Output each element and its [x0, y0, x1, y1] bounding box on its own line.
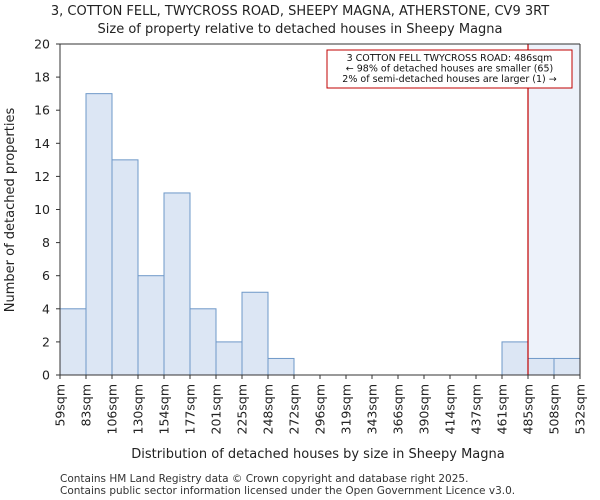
histogram-bar [553, 357, 581, 376]
histogram-bar [85, 93, 113, 376]
histogram-bar [111, 159, 139, 376]
x-tick-label: 485sqm [521, 384, 536, 434]
x-tick-label: 508sqm [547, 384, 562, 434]
x-tick-label: 201sqm [209, 384, 224, 434]
y-tick-label: 4 [42, 301, 50, 316]
x-tick-label: 59sqm [53, 384, 68, 427]
x-tick-label: 130sqm [131, 384, 146, 434]
y-tick-label: 8 [42, 235, 50, 250]
chart-title: 3, COTTON FELL, TWYCROSS ROAD, SHEEPY MA… [51, 4, 549, 19]
x-tick-label: 225sqm [235, 384, 250, 434]
x-tick-label: 154sqm [157, 384, 172, 434]
histogram-bar [267, 357, 295, 376]
x-tick-label: 106sqm [105, 384, 120, 434]
x-tick-label: 461sqm [495, 384, 510, 434]
x-tick-label: 414sqm [443, 384, 458, 434]
x-tick-label: 343sqm [365, 384, 380, 434]
y-tick-label: 14 [34, 136, 50, 151]
y-tick-label: 18 [34, 70, 50, 85]
y-tick-label: 12 [34, 169, 50, 184]
annotation-text: 2% of semi-detached houses are larger (1… [342, 74, 556, 85]
chart-subtitle: Size of property relative to detached ho… [98, 22, 503, 37]
histogram-bar [241, 291, 269, 376]
y-tick-label: 6 [42, 268, 50, 283]
histogram-bar [59, 308, 87, 376]
y-tick-label: 2 [42, 334, 50, 349]
x-tick-label: 319sqm [339, 384, 354, 434]
x-tick-label: 296sqm [313, 384, 328, 434]
histogram-bar [501, 341, 529, 376]
y-tick-label: 20 [34, 37, 50, 52]
annotation-text: 3 COTTON FELL TWYCROSS ROAD: 486sqm [347, 53, 553, 64]
histogram-bar [189, 308, 217, 376]
x-tick-label: 532sqm [573, 384, 588, 434]
plot-area: 0 2 4 6 8 10 12 14 16 18 20 59sqm 83sqm 106sqm 130sqm 1… [34, 37, 587, 435]
footer-line-1: Contains HM Land Registry data © Crown c… [60, 473, 468, 485]
histogram-bar [163, 192, 191, 376]
histogram-bar [215, 341, 243, 376]
x-axis-label: Distribution of detached houses by size … [131, 447, 504, 462]
histogram-bar [527, 357, 555, 376]
y-tick-label: 0 [42, 368, 50, 383]
y-tick-label: 10 [34, 202, 50, 217]
x-tick-label: 248sqm [261, 384, 276, 434]
annotation-box [326, 49, 573, 89]
highlight-region [528, 44, 580, 375]
x-tick-label: 366sqm [391, 384, 406, 434]
x-tick-label: 390sqm [417, 384, 432, 434]
footer-line-2: Contains public sector information licen… [60, 485, 515, 497]
x-tick-label: 437sqm [469, 384, 484, 434]
x-tick-label: 83sqm [79, 384, 94, 427]
histogram-bar [137, 275, 165, 376]
x-tick-label: 177sqm [183, 384, 198, 434]
y-axis-label: Number of detached properties [3, 108, 18, 313]
y-tick-label: 16 [34, 103, 50, 118]
x-tick-label: 272sqm [287, 384, 302, 434]
annotation-text: ← 98% of detached houses are smaller (65… [346, 64, 553, 75]
